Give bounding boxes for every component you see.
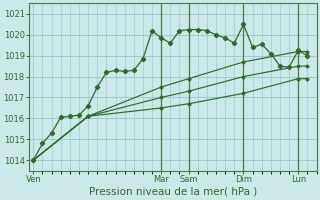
X-axis label: Pression niveau de la mer( hPa ): Pression niveau de la mer( hPa ): [89, 187, 257, 197]
